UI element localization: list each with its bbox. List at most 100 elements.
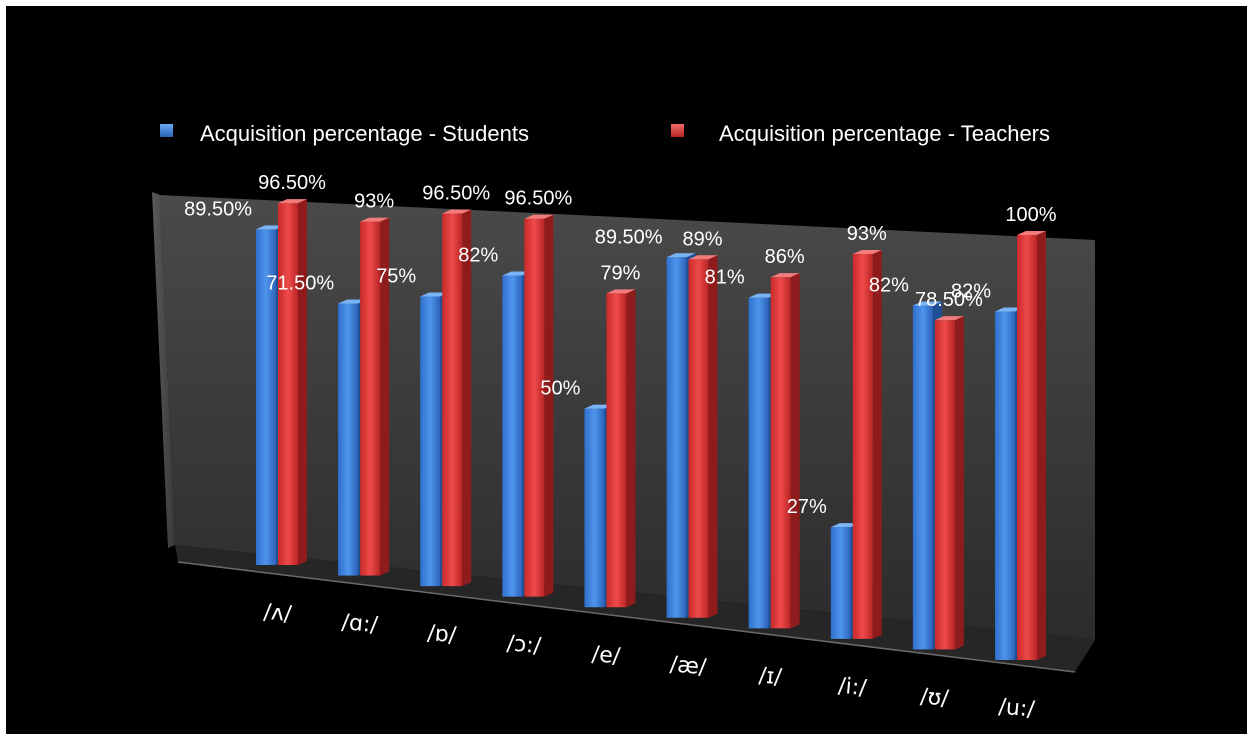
legend: Acquisition percentage - Students Acquis… [160,121,1050,146]
legend-label-students: Acquisition percentage - Students [200,121,529,146]
bar-teachers-8 [852,249,882,639]
category-label-6: /æ/ [669,652,708,680]
bar-top-students-4 [502,271,532,276]
bar-teachers-2 [360,217,390,576]
bar-top-teachers-9 [934,316,964,321]
bar-teachers-1 [278,199,307,565]
bar-side-teachers-1 [298,199,307,565]
legend-marker-teachers [671,124,684,137]
bar-front-teachers-2 [360,221,381,576]
bar-front-teachers-4 [524,218,545,597]
bar-teachers-9 [934,316,964,650]
bar-front-students-6 [666,257,687,618]
data-label-students-10: 82% [951,281,991,303]
bar-side-teachers-7 [790,273,800,629]
bar-side-teachers-9 [954,316,964,650]
bar-front-teachers-10 [1017,235,1037,660]
bar-top-students-2 [338,299,368,304]
bar-front-students-9 [912,305,933,650]
data-label-teachers-3: 96.50% [422,183,490,205]
data-label-students-3: 75% [376,266,416,288]
data-label-students-5: 50% [540,378,580,400]
chart-side-wall [152,192,175,548]
data-label-teachers-7: 86% [765,246,805,268]
bar-side-teachers-8 [872,249,882,639]
bar-top-students-8 [830,523,860,528]
bar-top-teachers-4 [524,214,554,219]
category-label-1: /ʌ/ [263,600,294,627]
bar-side-teachers-3 [462,209,472,587]
bar-front-teachers-3 [442,213,463,587]
bar-side-teachers-10 [1037,231,1046,660]
bar-top-students-9 [912,301,942,306]
bar-top-teachers-3 [442,209,472,214]
bar-teachers-5 [606,289,636,608]
bar-front-students-4 [502,275,523,597]
bar-top-teachers-8 [852,249,882,254]
data-label-students-2: 71.50% [266,272,334,294]
bar-top-students-3 [420,292,450,297]
bar-top-students-7 [748,293,778,298]
category-label-5: /e/ [591,642,622,669]
data-label-students-7: 81% [705,267,745,289]
data-label-teachers-9: 78.50% [915,289,983,311]
category-label-7: /ɪ/ [758,663,784,690]
bar-top-students-10 [995,307,1024,312]
bar-front-teachers-8 [852,253,873,639]
bar-side-teachers-5 [626,289,636,608]
category-label-3: /ɒ/ [426,621,457,648]
bar-front-teachers-5 [606,293,627,608]
data-label-students-8: 27% [787,496,827,518]
data-label-teachers-2: 93% [354,191,394,213]
data-label-teachers-4: 96.50% [504,188,572,210]
chart-floor [175,545,1095,672]
bar-side-teachers-6 [708,255,718,618]
category-label-2: /ɑ:/ [341,610,380,638]
legend-marker-students [160,124,173,137]
legend-label-teachers: Acquisition percentage - Teachers [719,121,1050,146]
data-label-teachers-10: 100% [1005,204,1056,226]
bar-teachers-10 [1017,231,1046,660]
bar-top-teachers-6 [688,255,718,260]
data-label-teachers-8: 93% [847,223,887,245]
bar-top-teachers-10 [1017,231,1046,235]
data-label-teachers-1: 96.50% [258,172,326,194]
data-label-students-9: 82% [869,275,909,297]
bar-front-teachers-6 [688,259,709,618]
bar-front-teachers-9 [934,320,955,650]
bar-front-students-3 [420,296,441,587]
bar-teachers-7 [770,273,800,629]
data-label-students-1: 89.50% [184,198,252,220]
category-label-10: /u:/ [997,694,1036,722]
bar-front-students-2 [338,303,359,576]
data-label-teachers-6: 89% [683,228,723,250]
bar-front-students-5 [584,408,605,608]
category-labels-layer: /ʌ/ /ɑ:/ /ɒ/ /ɔ:/ /e/ /æ/ /ɪ/ /i:/ /ʊ/ /u:/ [263,600,1037,723]
bar-front-teachers-1 [278,203,298,565]
bar-teachers-4 [524,214,554,597]
bar-teachers-6 [688,255,718,618]
bar-top-students-6 [666,253,696,258]
data-label-students-6: 89.50% [595,226,663,248]
bar-top-teachers-2 [360,217,390,222]
bar-front-students-10 [995,311,1015,660]
data-label-teachers-5: 79% [600,262,640,284]
bar-top-students-1 [256,225,285,230]
bar-side-teachers-4 [544,214,554,597]
bar-front-students-1 [256,229,276,565]
chart-floor-edge [177,561,1076,673]
bar-side-teachers-2 [380,217,390,576]
data-label-students-4: 82% [458,245,498,267]
bars-layer [256,199,1046,660]
bar-top-teachers-5 [606,289,636,294]
category-label-4: /ɔ:/ [506,631,543,659]
bar-teachers-3 [442,209,472,587]
category-label-8: /i:/ [837,674,868,701]
data-labels-layer: 89.50% 96.50% 71.50% 93% 75% 96.50% 82% 96.50% 5… [184,172,1057,518]
bar-top-teachers-7 [770,273,800,278]
bar-top-teachers-1 [278,199,307,204]
bar-front-students-8 [830,527,851,639]
bar-front-teachers-7 [770,277,791,629]
